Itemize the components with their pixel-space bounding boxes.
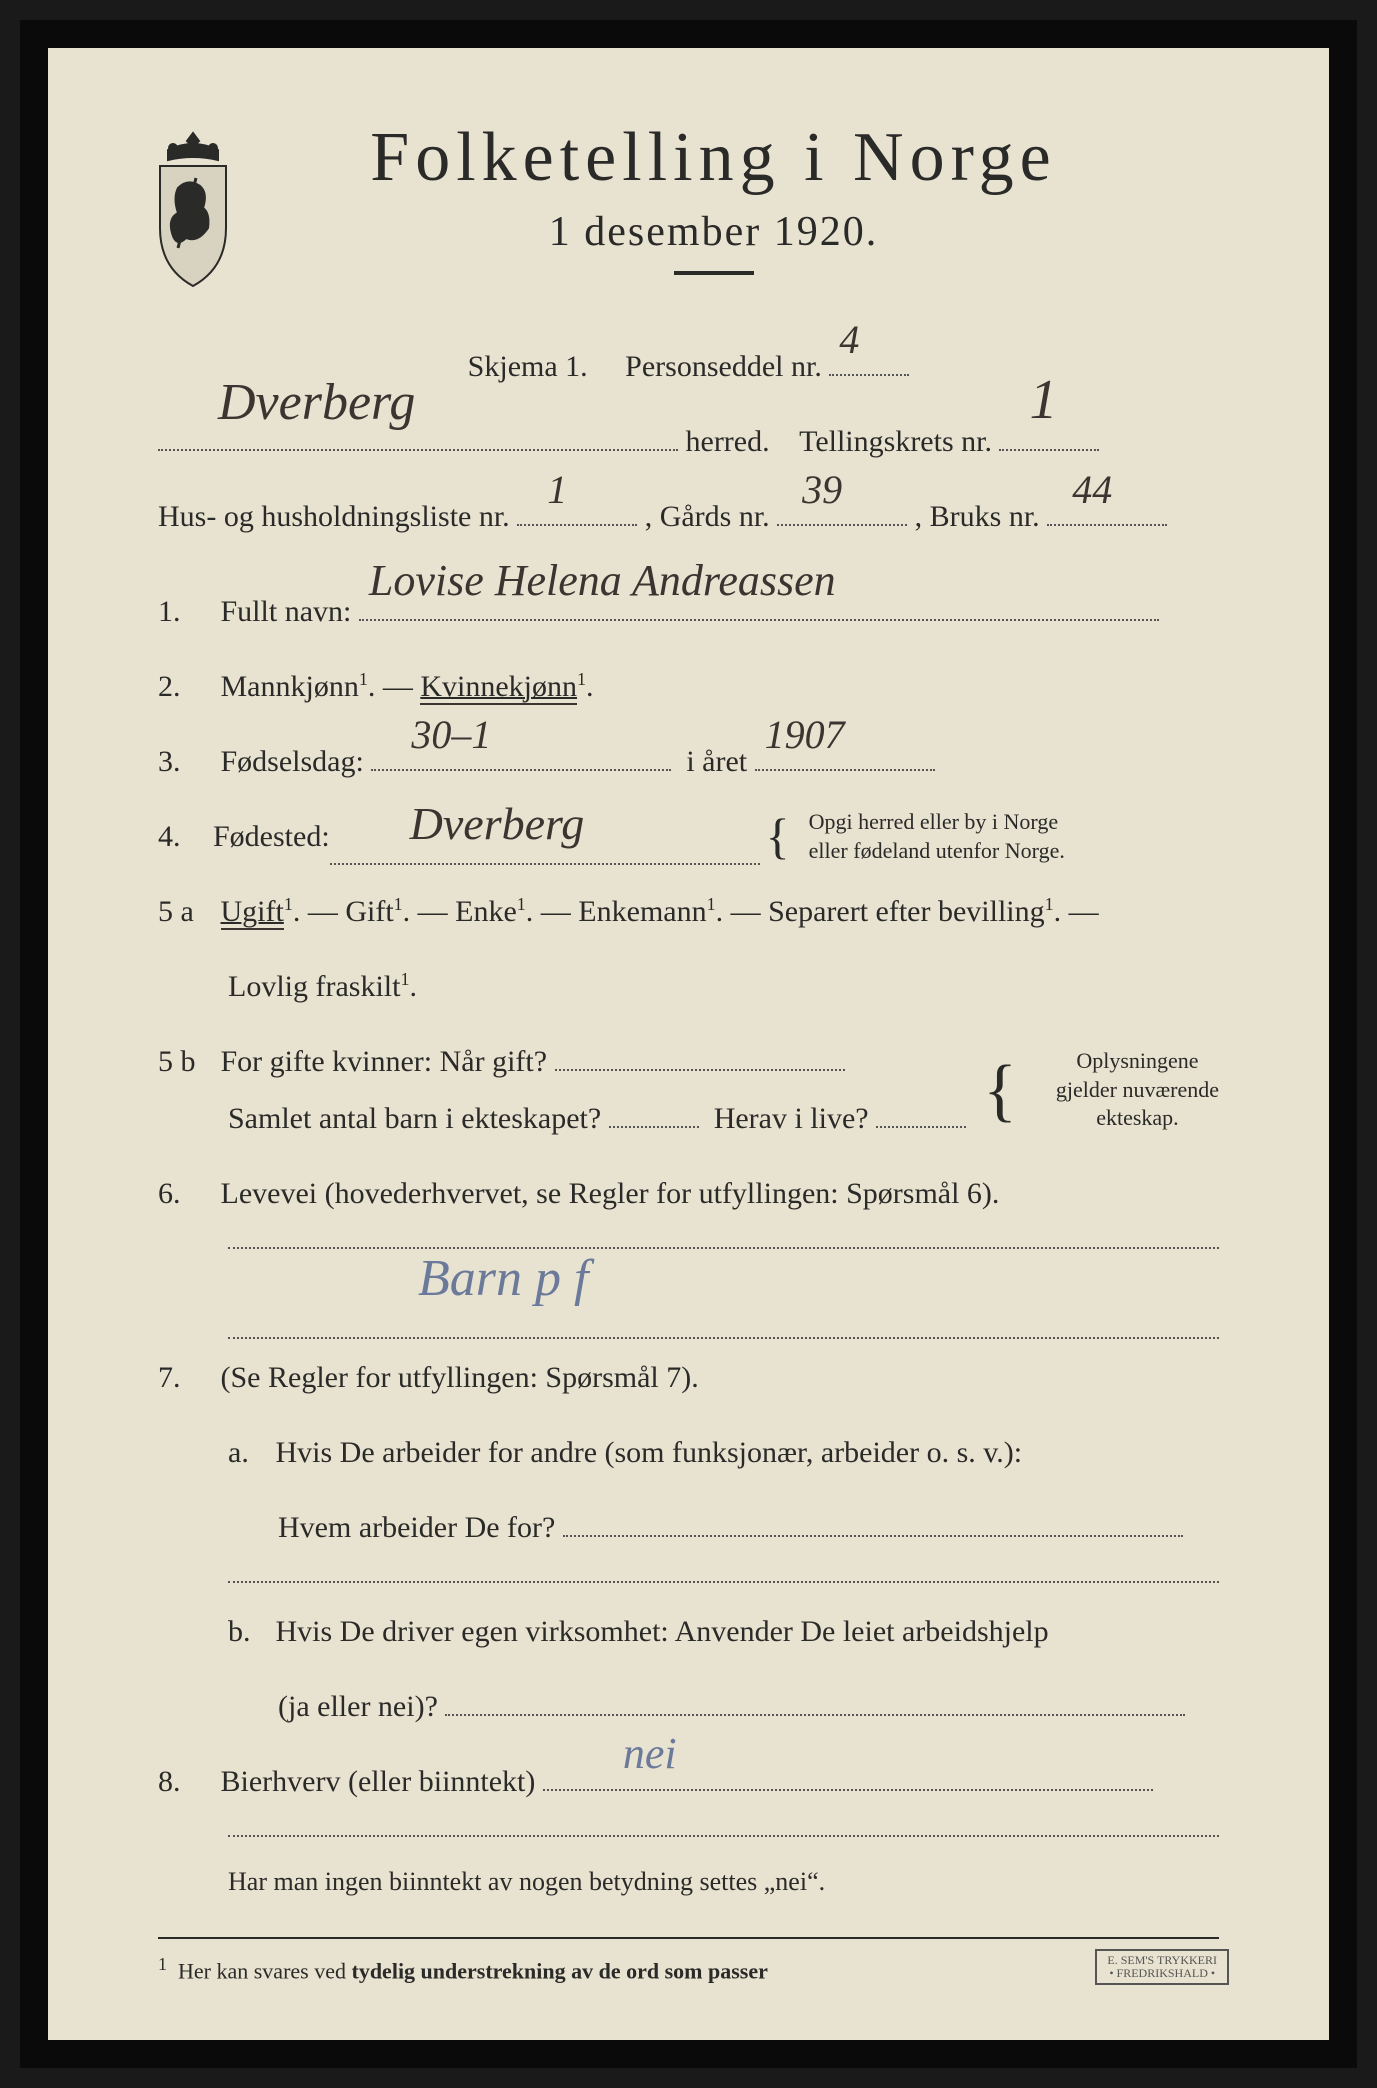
q6-value: Barn p f [418, 1230, 588, 1329]
q6-num: 6. [158, 1165, 213, 1222]
q7a-num: a. [228, 1424, 268, 1481]
q5a-line: 5 a Ugift1. — Gift1. — Enke1. — Enkemann… [158, 883, 1219, 940]
stamp-l1: E. SEM'S TRYKKERI [1107, 1953, 1217, 1967]
q4-line: 4. Fødested: Dverberg { Opgi herred elle… [158, 808, 1219, 865]
q3-label: Fødselsdag: [221, 745, 364, 778]
stamp-l2: • FREDRIKSHALD • [1109, 1966, 1215, 1980]
subtitle: 1 desember 1920. [278, 208, 1149, 256]
q1-num: 1. [158, 583, 213, 640]
q6-label: Levevei (hovederhvervet, se Regler for u… [221, 1177, 1000, 1210]
q8-rule [228, 1835, 1219, 1837]
q5a-gift: Gift [345, 895, 393, 928]
q7a-rule [228, 1581, 1219, 1583]
q8-line: 8. Bierhverv (eller biinntekt) nei [158, 1753, 1219, 1810]
skjema-label: Skjema 1. [468, 350, 588, 383]
q5b-l1: For gifte kvinner: Når gift? [221, 1045, 548, 1078]
q5b-note-1: Oplysningene [1076, 1048, 1198, 1073]
q5b-l2b: Herav i live? [714, 1102, 869, 1135]
meta-line-3: Hus- og husholdningsliste nr. 1 , Gårds … [158, 488, 1219, 545]
title-rule [674, 271, 754, 275]
q7-num: 7. [158, 1349, 213, 1406]
q7-label: (Se Regler for utfyllingen: Spørsmål 7). [221, 1361, 699, 1394]
q5a-separert: Separert efter bevilling [768, 895, 1045, 928]
q3-num: 3. [158, 733, 213, 790]
q7b-line2: (ja eller nei)? [158, 1678, 1219, 1735]
q5a-fraskilt: Lovlig fraskilt [228, 970, 400, 1003]
q4-note-l1: Opgi herred eller by i Norge [809, 809, 1058, 834]
husliste-label: Hus- og husholdningsliste nr. [158, 500, 510, 533]
q3-line: 3. Fødselsdag: 30–1 i året 1907 [158, 733, 1219, 790]
q7b-line1: b. Hvis De driver egen virksomhet: Anven… [158, 1603, 1219, 1660]
main-title: Folketelling i Norge [278, 118, 1149, 198]
q2-num: 2. [158, 658, 213, 715]
q5b-l2a: Samlet antal barn i ekteskapet? [228, 1102, 601, 1135]
q8-value: nei [623, 1712, 677, 1796]
q5a-num: 5 a [158, 883, 213, 940]
q5a-enke: Enke [455, 895, 517, 928]
bruks-label: , Bruks nr. [915, 500, 1040, 533]
q7a-l1: Hvis De arbeider for andre (som funksjon… [276, 1436, 1023, 1469]
tellingskrets-nr: 1 [1029, 347, 1057, 453]
herred-value: Dverberg [218, 354, 415, 453]
footnote: 1 Her kan svares ved tydelig understrekn… [158, 1937, 1219, 1992]
footer-note: Har man ingen biinntekt av nogen betydni… [158, 1857, 1219, 1906]
q4-value: Dverberg [410, 780, 585, 867]
q5b-note-2: gjelder nuværende [1056, 1077, 1219, 1102]
footnote-text: Her kan svares ved tydelig understreknin… [178, 1958, 768, 1983]
q2-mann: Mannkjønn [221, 670, 359, 703]
coat-of-arms-icon [138, 128, 248, 288]
q4-note-l2: eller fødeland utenfor Norge. [809, 838, 1065, 863]
form-body: Skjema 1. Personseddel nr. 4 Dverberg he… [138, 338, 1239, 1992]
q6-answer-rule-2 [228, 1337, 1219, 1339]
q7b-num: b. [228, 1603, 268, 1660]
personseddel-nr: 4 [839, 302, 859, 378]
q7-line: 7. (Se Regler for utfyllingen: Spørsmål … [158, 1349, 1219, 1406]
gards-nr: 39 [802, 452, 842, 528]
q7a-line1: a. Hvis De arbeider for andre (som funks… [158, 1424, 1219, 1481]
q5b-note-3: ekteskap. [1096, 1105, 1178, 1130]
q5b-num: 5 b [158, 1033, 213, 1090]
q6-answer: Barn p f [158, 1269, 1219, 1319]
q4-label: Fødested: [213, 808, 330, 865]
q6-answer-rule-1 [228, 1247, 1219, 1249]
q1-label: Fullt navn: [221, 595, 352, 628]
q3-day: 30–1 [411, 697, 491, 773]
q5a-ugift: Ugift [221, 895, 284, 930]
q5b-block: 5 b For gifte kvinner: Når gift? Samlet … [158, 1033, 1219, 1147]
q8-label: Bierhverv (eller biinntekt) [221, 1765, 536, 1798]
title-block: Folketelling i Norge 1 desember 1920. [278, 118, 1239, 275]
q2-line: 2. Mannkjønn1. — Kvinnekjønn1. [158, 658, 1219, 715]
q7a-line2: Hvem arbeider De for? [158, 1499, 1219, 1556]
meta-line-2: Dverberg herred. Tellingskrets nr. 1 [158, 413, 1219, 470]
q8-num: 8. [158, 1753, 213, 1810]
page-header: Folketelling i Norge 1 desember 1920. [138, 118, 1239, 288]
bruks-nr: 44 [1072, 452, 1112, 528]
q7b-l2: (ja eller nei)? [278, 1690, 438, 1723]
q6-line: 6. Levevei (hovederhvervet, se Regler fo… [158, 1165, 1219, 1222]
herred-label: herred. [686, 425, 770, 458]
q4-note: Opgi herred eller by i Norge eller fødel… [805, 808, 1065, 865]
printer-stamp: E. SEM'S TRYKKERI • FREDRIKSHALD • [1095, 1949, 1229, 1985]
q3-year: 1907 [765, 697, 845, 773]
census-form-page: Folketelling i Norge 1 desember 1920. Sk… [20, 20, 1357, 2068]
q5a-line2: Lovlig fraskilt1. [158, 958, 1219, 1015]
q3-year-label: i året [686, 745, 747, 778]
q1-value: Lovise Helena Andreassen [369, 539, 836, 623]
q5b-note: Oplysningene gjelder nuværende ekteskap. [1036, 1047, 1219, 1133]
q4-num: 4. [158, 808, 213, 865]
q5a-enkemann: Enkemann [578, 895, 706, 928]
q7a-l2: Hvem arbeider De for? [278, 1511, 555, 1544]
personseddel-label: Personseddel nr. [625, 350, 822, 383]
q1-line: 1. Fullt navn: Lovise Helena Andreassen [158, 583, 1219, 640]
gards-label: , Gårds nr. [645, 500, 770, 533]
husliste-nr: 1 [547, 452, 567, 528]
q7b-l1: Hvis De driver egen virksomhet: Anvender… [276, 1615, 1049, 1648]
footnote-num: 1 [158, 1954, 167, 1974]
